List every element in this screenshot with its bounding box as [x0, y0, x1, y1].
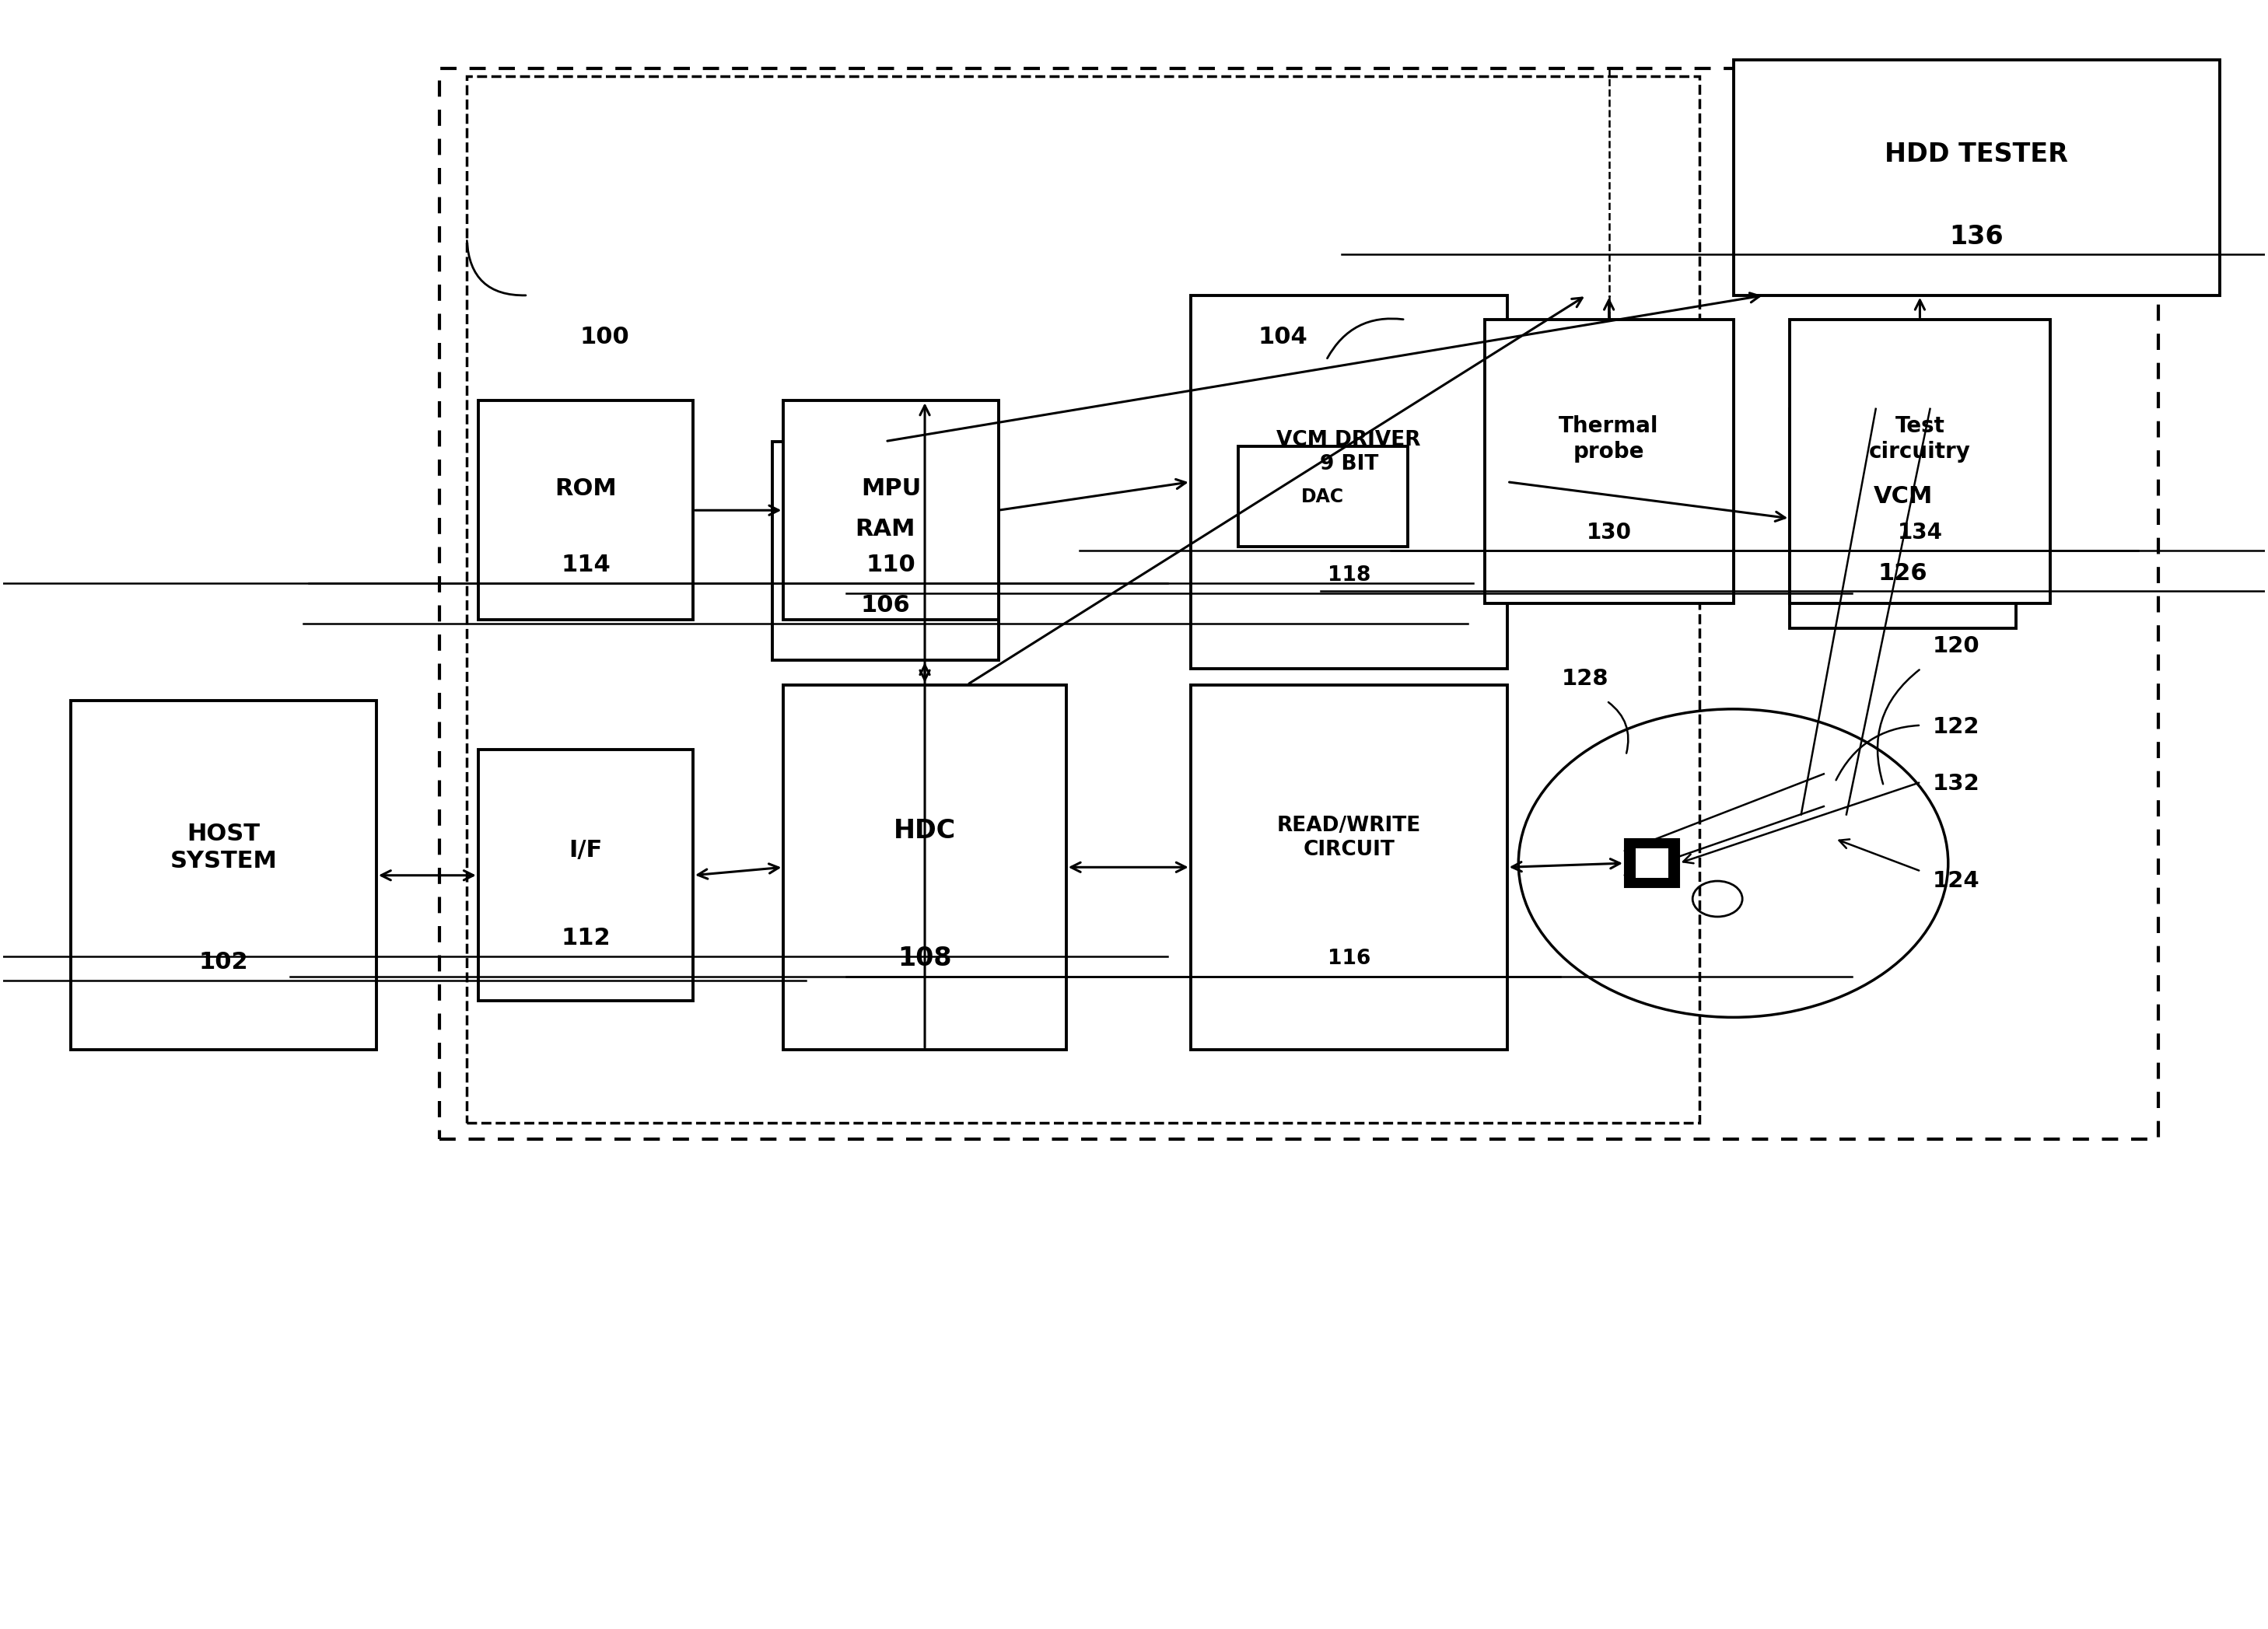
Text: 134: 134	[1898, 521, 1941, 544]
Text: 118: 118	[1327, 565, 1370, 585]
Bar	[1635, 849, 1669, 878]
Text: 100: 100	[581, 326, 631, 349]
Text: HOST
SYSTEM: HOST SYSTEM	[170, 823, 277, 872]
Text: 122: 122	[1932, 717, 1980, 738]
FancyBboxPatch shape	[1486, 319, 1733, 604]
Text: VCM DRIVER
9 BIT: VCM DRIVER 9 BIT	[1277, 430, 1422, 474]
Text: HDD TESTER: HDD TESTER	[1885, 142, 2068, 166]
Text: 110: 110	[866, 554, 916, 577]
Text: 126: 126	[1878, 562, 1928, 585]
Text: I/F: I/F	[569, 839, 603, 862]
FancyBboxPatch shape	[479, 749, 694, 1002]
Text: 128: 128	[1560, 668, 1608, 689]
Text: 116: 116	[1327, 948, 1370, 969]
FancyBboxPatch shape	[70, 700, 376, 1049]
FancyBboxPatch shape	[1191, 295, 1508, 668]
FancyBboxPatch shape	[782, 401, 998, 619]
FancyBboxPatch shape	[479, 401, 694, 619]
Text: VCM: VCM	[1873, 485, 1932, 508]
Text: 102: 102	[200, 951, 249, 974]
Text: 112: 112	[560, 927, 610, 950]
FancyBboxPatch shape	[1789, 319, 2050, 604]
Text: Test
circuitry: Test circuitry	[1869, 415, 1971, 463]
Text: 124: 124	[1932, 870, 1980, 893]
Text: 120: 120	[1932, 635, 1980, 656]
Text: 106: 106	[860, 595, 909, 617]
FancyBboxPatch shape	[1191, 684, 1508, 1049]
Text: 108: 108	[898, 946, 953, 971]
Text: 132: 132	[1932, 774, 1980, 795]
Text: MPU: MPU	[862, 477, 921, 500]
Text: READ/WRITE
CIRCUIT: READ/WRITE CIRCUIT	[1277, 816, 1420, 860]
FancyBboxPatch shape	[1733, 60, 2220, 295]
Text: ROM: ROM	[556, 477, 617, 500]
Text: Thermal
probe: Thermal probe	[1558, 415, 1658, 463]
FancyBboxPatch shape	[1238, 446, 1408, 547]
Text: 136: 136	[1948, 223, 2003, 249]
FancyBboxPatch shape	[771, 441, 998, 660]
FancyBboxPatch shape	[1789, 409, 2016, 627]
FancyBboxPatch shape	[782, 684, 1066, 1049]
Text: HDC: HDC	[894, 818, 957, 844]
Text: RAM: RAM	[855, 518, 916, 541]
Text: DAC: DAC	[1302, 487, 1345, 507]
Text: 130: 130	[1585, 521, 1631, 544]
Text: 104: 104	[1259, 326, 1309, 349]
Text: 114: 114	[560, 554, 610, 577]
Bar	[1624, 839, 1678, 888]
